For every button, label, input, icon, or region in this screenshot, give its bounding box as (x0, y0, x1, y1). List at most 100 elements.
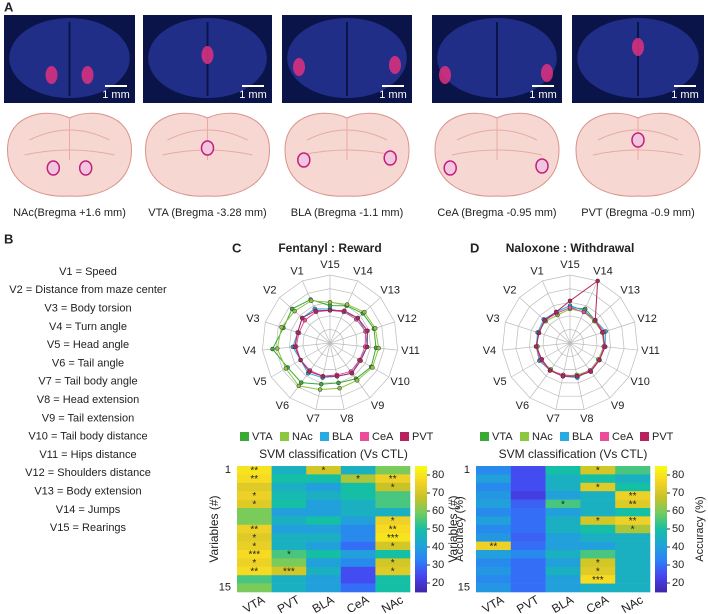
heatmap-cell (615, 466, 651, 475)
significance: ** (250, 524, 258, 535)
fluorescence (632, 38, 644, 56)
radar-line (294, 309, 369, 377)
fluorescence (541, 64, 553, 82)
fluorescence (45, 66, 58, 84)
y-tick-label: 1 (225, 464, 231, 476)
colorbar-segment (655, 489, 667, 492)
colorbar-segment (415, 564, 427, 568)
radar-point (298, 380, 304, 385)
significance: * (561, 499, 565, 510)
significance: *** (283, 566, 295, 577)
heatmap-cell (306, 524, 342, 534)
colorbar-segment (415, 476, 427, 479)
heatmap-cell (580, 583, 616, 593)
colorbar-segment (655, 480, 667, 484)
x-tick-label: VTA (480, 593, 506, 614)
variable-definition: V14 = Jumps (56, 504, 121, 516)
significance: * (596, 566, 600, 577)
heatmap-cell (237, 516, 272, 526)
axis-label: V11 (401, 345, 420, 357)
legend-label: NAc (292, 431, 313, 443)
heatmap-cell (375, 575, 411, 584)
significance: * (391, 558, 395, 569)
heatmap-cell (510, 533, 546, 542)
colorbar-segment (655, 581, 667, 584)
colorbar-segment (655, 503, 667, 507)
heatmap-cell (510, 466, 546, 475)
significance: ** (250, 474, 258, 485)
heatmap-cell (510, 550, 546, 559)
heatmap-cell (271, 524, 307, 534)
radar-point (567, 305, 573, 310)
heatmap-cell (375, 524, 411, 534)
heatmap-cell (375, 466, 411, 475)
caption: CeA (Bregma -0.95 mm) (437, 207, 556, 219)
colorbar-segment (415, 575, 427, 578)
significance: * (596, 482, 600, 493)
axis-label: V15 (320, 259, 340, 271)
heatmap-cell (306, 516, 342, 526)
colorbar-segment (655, 529, 667, 532)
heatmap-cell (476, 524, 512, 534)
colorbar-segment (655, 499, 667, 503)
axis-label: V10 (390, 376, 410, 388)
colorbar-segment (415, 510, 427, 513)
colorbar-segment (655, 524, 667, 528)
caption: BLA (Bregma -1.1 mm) (291, 207, 403, 219)
panel-label: D (470, 240, 479, 255)
heatmap-cell (615, 508, 651, 517)
axis-label: V6 (516, 400, 529, 412)
heatmap-cell (615, 516, 651, 526)
radar-point (320, 374, 326, 379)
colorbar-tick-label: 50 (432, 523, 444, 535)
colorbar-segment (415, 533, 427, 536)
significance: * (631, 524, 635, 535)
variable-definition: V10 = Tail body distance (28, 431, 147, 443)
colorbar-segment (415, 568, 427, 572)
radar-point (602, 344, 608, 349)
significance: * (252, 533, 256, 544)
radar-point (364, 344, 370, 350)
colorbar-segment (655, 516, 667, 519)
heatmap-cell (510, 558, 546, 568)
heatmap-cell (340, 533, 376, 542)
axis-label: V1 (530, 266, 543, 278)
heatmap-cell (271, 499, 307, 509)
significance: * (596, 466, 600, 477)
significance: * (322, 466, 326, 477)
radar-point (539, 357, 544, 362)
heatmap-cell (271, 566, 307, 576)
colorbar-segment (415, 545, 427, 549)
significance: ** (490, 541, 498, 552)
heatmap-cell (580, 524, 616, 534)
radar-ring (262, 274, 398, 410)
colorbar-segment (415, 579, 427, 582)
colorbar-segment (655, 466, 667, 469)
significance: ** (629, 516, 637, 527)
colorbar-segment (655, 583, 667, 587)
radar-point (376, 345, 381, 351)
heatmap-cell (237, 499, 272, 509)
heatmap-cell (545, 482, 581, 492)
significance: * (596, 516, 600, 527)
radar-point (313, 308, 318, 313)
heatmap-cell (340, 541, 376, 551)
y-axis-label: Variables (#) (207, 495, 221, 562)
colorbar-segment (415, 516, 427, 519)
colorbar-segment (655, 543, 667, 547)
colorbar-segment (655, 537, 667, 540)
heatmap-cell (476, 541, 512, 551)
colorbar-segment (655, 478, 667, 482)
colorbar-segment (415, 493, 427, 496)
radar-point (344, 302, 350, 307)
radar-point (567, 298, 573, 304)
heatmap-cell (375, 516, 411, 526)
caption: VTA (Bregma -3.28 mm) (148, 207, 266, 219)
radar-point (327, 299, 333, 305)
significance: ** (250, 566, 258, 577)
heatmap-cell (271, 474, 307, 484)
heatmap-cell (510, 499, 546, 509)
heatmap-cell (340, 491, 376, 500)
colorbar-segment (415, 522, 427, 526)
